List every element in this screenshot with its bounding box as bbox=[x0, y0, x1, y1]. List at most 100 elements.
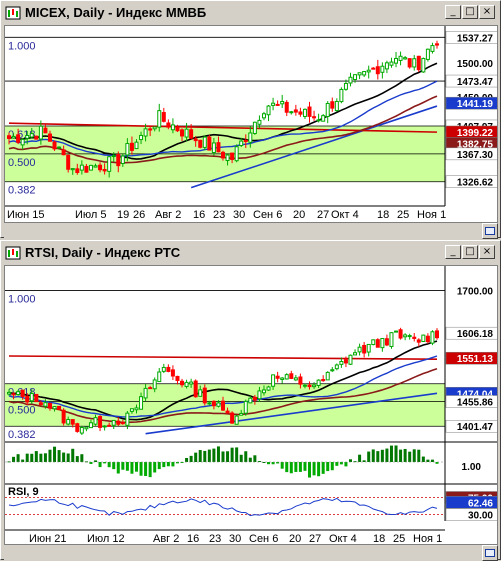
candle-body bbox=[57, 146, 62, 149]
candle-body bbox=[25, 395, 30, 403]
rtsi-titlebar[interactable]: RTSI, Daily - Индекс РТС _ □ × bbox=[4, 244, 497, 262]
osc-bar bbox=[358, 454, 362, 462]
properties-icon bbox=[485, 227, 495, 235]
osc-bar bbox=[203, 450, 207, 462]
candle-body bbox=[425, 335, 430, 343]
time-axis-label: Окт 4 bbox=[331, 209, 359, 221]
candle-body bbox=[93, 165, 98, 168]
micex-chart-area[interactable]: 1.000 0.618 0.500 0.382 1537.27 1500.00 1473.4… bbox=[4, 25, 498, 223]
candle-body bbox=[88, 164, 93, 171]
minimize-button[interactable]: _ bbox=[445, 5, 461, 19]
osc-bar bbox=[62, 452, 66, 462]
osc-bar bbox=[399, 449, 403, 462]
properties-icon bbox=[485, 549, 495, 557]
time-axis-label: Июн 21 bbox=[29, 533, 67, 544]
candle-body bbox=[29, 133, 34, 138]
rtsi-price-chart[interactable]: 1.0000.6180.5000.3821700.001606.181551.1… bbox=[5, 266, 497, 544]
osc-bar bbox=[248, 457, 252, 462]
candle-body bbox=[330, 101, 335, 109]
candle-body bbox=[157, 110, 162, 128]
micex-window-title: MICEX, Daily - Индекс ММВБ bbox=[25, 5, 207, 20]
price-label: 1326.62 bbox=[445, 175, 497, 189]
candle-body bbox=[139, 134, 144, 141]
osc-bar bbox=[353, 461, 357, 463]
candle-body bbox=[180, 380, 185, 386]
osc-bar bbox=[134, 462, 138, 472]
time-axis-label: Авг 2 bbox=[153, 533, 179, 544]
osc-bar bbox=[207, 449, 211, 462]
osc-bar bbox=[194, 452, 198, 462]
rtsi-chart-area[interactable]: 1.0000.6180.5000.3821700.001606.181551.1… bbox=[4, 265, 498, 545]
candle-body bbox=[403, 334, 408, 338]
osc-bar bbox=[417, 449, 421, 462]
candle-body bbox=[325, 102, 330, 117]
candle-body bbox=[275, 103, 280, 106]
candle-body bbox=[20, 389, 25, 398]
candle-body bbox=[234, 415, 239, 425]
candle-body bbox=[134, 141, 139, 150]
osc-bar bbox=[144, 462, 148, 477]
blue-trendline bbox=[190, 105, 438, 189]
candle-body bbox=[198, 389, 203, 397]
oscillator-histogram bbox=[7, 445, 439, 478]
osc-bar bbox=[121, 462, 125, 470]
price-label: 1473.47 bbox=[445, 74, 497, 88]
svg-text:1473.47: 1473.47 bbox=[457, 77, 494, 88]
rsi-line bbox=[8, 497, 438, 517]
candle-body bbox=[430, 45, 435, 52]
osc-bar bbox=[212, 448, 216, 462]
micex-scrollbar[interactable] bbox=[4, 223, 498, 239]
svg-text:1399.22: 1399.22 bbox=[457, 128, 494, 139]
osc-bar bbox=[125, 462, 129, 471]
osc-bar bbox=[389, 445, 393, 462]
candle-body bbox=[143, 387, 148, 399]
osc-bar bbox=[89, 462, 93, 464]
micex-titlebar[interactable]: MICEX, Daily - Индекс ММВБ _ □ × bbox=[4, 4, 497, 22]
osc-bar bbox=[66, 453, 70, 462]
candle-body bbox=[102, 425, 107, 428]
micex-window: MICEX, Daily - Индекс ММВБ _ □ × 1.000 0.… bbox=[0, 0, 501, 239]
chart-properties-button[interactable] bbox=[482, 545, 498, 561]
candle-body bbox=[7, 135, 11, 139]
fib-label: 0.500 bbox=[8, 405, 36, 417]
candle-body bbox=[230, 152, 235, 160]
maximize-button[interactable]: □ bbox=[462, 5, 478, 19]
minimize-button[interactable]: _ bbox=[445, 245, 461, 259]
svg-text:1700.00: 1700.00 bbox=[457, 287, 494, 298]
osc-bar bbox=[94, 460, 98, 462]
candle-body bbox=[284, 374, 289, 380]
candle-body bbox=[189, 381, 194, 385]
close-button[interactable]: × bbox=[479, 245, 495, 259]
osc-bar bbox=[271, 462, 275, 465]
maximize-button[interactable]: □ bbox=[462, 245, 478, 259]
svg-text:1500.00: 1500.00 bbox=[457, 59, 494, 70]
candle-body bbox=[298, 376, 303, 385]
candle-body bbox=[166, 122, 171, 128]
micex-price-chart[interactable]: 1.0000.6180.5000.3821537.271500.001473.4… bbox=[5, 26, 497, 222]
svg-text:1606.18: 1606.18 bbox=[457, 329, 494, 340]
candle-body bbox=[221, 151, 225, 159]
osc-bar bbox=[112, 462, 116, 470]
osc-bar bbox=[25, 453, 29, 462]
candle-body bbox=[289, 111, 294, 114]
osc-bar bbox=[216, 446, 220, 462]
candle-body bbox=[362, 344, 367, 354]
candle-body bbox=[425, 48, 430, 60]
svg-text:62.46: 62.46 bbox=[468, 498, 493, 509]
candle-body bbox=[271, 102, 276, 106]
candle-body bbox=[193, 138, 198, 142]
rtsi-scrollbar[interactable] bbox=[4, 545, 498, 561]
candle-body bbox=[357, 346, 362, 353]
candle-body bbox=[248, 397, 253, 404]
candle-body bbox=[266, 386, 271, 391]
osc-bar bbox=[367, 451, 371, 462]
time-axis-label: Ноя 1 bbox=[417, 209, 446, 221]
osc-bar bbox=[30, 453, 34, 462]
time-axis-label: Июл 12 bbox=[87, 533, 125, 544]
chart-properties-button[interactable] bbox=[482, 223, 498, 239]
candle-body bbox=[193, 380, 198, 398]
close-button[interactable]: × bbox=[479, 5, 495, 19]
candle-body bbox=[38, 125, 43, 140]
fib-label: 0.382 bbox=[8, 429, 36, 441]
osc-bar bbox=[244, 451, 248, 462]
